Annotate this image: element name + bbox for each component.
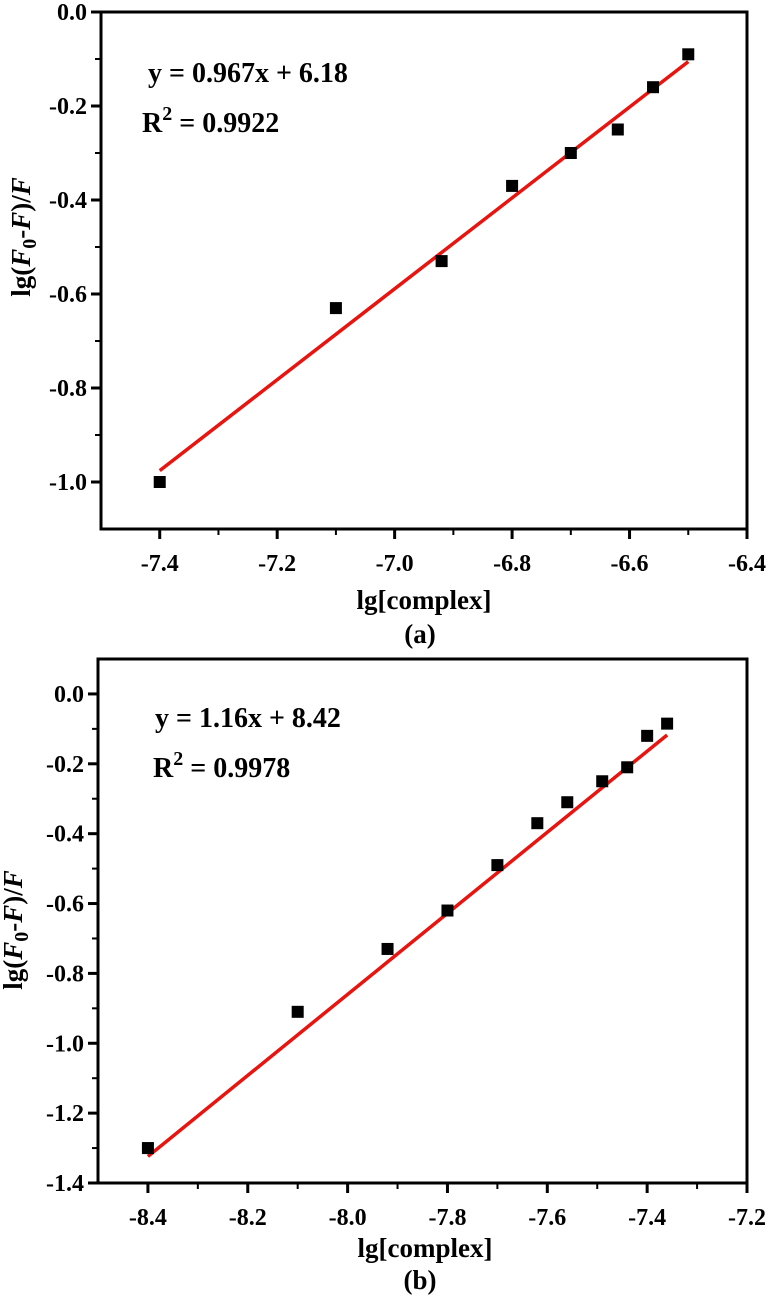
y-tick-label: -1.2 bbox=[46, 1101, 84, 1127]
data-point bbox=[682, 48, 695, 61]
data-point bbox=[381, 942, 394, 955]
x-tick-label: -7.0 bbox=[376, 551, 414, 577]
y-tick-label: -1.4 bbox=[46, 1171, 84, 1197]
fit-line-group bbox=[146, 733, 669, 1158]
fit-equation: y = 0.967x + 6.18 bbox=[148, 58, 348, 89]
data-point bbox=[435, 255, 448, 268]
fit-line-group bbox=[158, 60, 690, 473]
r-squared: R2 = 0.9978 bbox=[153, 748, 290, 784]
y-axis-title: lg(F0-F)/F bbox=[6, 177, 41, 297]
y-tick-label: -1.0 bbox=[49, 470, 87, 496]
y-tick-label: -0.6 bbox=[49, 282, 87, 308]
panel-label: (b) bbox=[404, 1265, 437, 1295]
data-point bbox=[561, 796, 574, 809]
panel-a: 0.0 -0.2 -0.4 -0.6 -0.8 -1.0 -7.4 -7.2 -7.0 -6.8… bbox=[6, 0, 766, 649]
data-point bbox=[611, 123, 624, 136]
y-tick-label: -0.4 bbox=[49, 188, 87, 214]
x-tick-label: -6.4 bbox=[728, 551, 766, 577]
y-tick-label: -0.4 bbox=[46, 822, 84, 848]
r2-base: R bbox=[142, 108, 163, 139]
x-axis-title: lg[complex] bbox=[357, 585, 492, 615]
y-axis-ticks: 0.0 -0.2 -0.4 -0.6 -0.8 -1.0 -1.2 -1.4 bbox=[46, 682, 98, 1197]
x-tick-label: -6.6 bbox=[611, 551, 649, 577]
x-axis-title: lg[complex] bbox=[358, 1233, 493, 1263]
r2-sup: 2 bbox=[162, 103, 172, 125]
x-tick-label: -8.2 bbox=[229, 1205, 267, 1231]
x-tick-label: -8.4 bbox=[129, 1205, 167, 1231]
data-point bbox=[531, 817, 544, 830]
data-point bbox=[491, 859, 504, 872]
y-axis-ticks: 0.0 -0.2 -0.4 -0.6 -0.8 -1.0 bbox=[49, 0, 101, 496]
data-point bbox=[596, 775, 609, 788]
data-point bbox=[506, 179, 519, 192]
fit-equation: y = 1.16x + 8.42 bbox=[155, 703, 341, 734]
r2-rest: = 0.9978 bbox=[183, 753, 290, 784]
fit-line bbox=[146, 733, 669, 1158]
data-point bbox=[641, 729, 654, 742]
x-tick-label: -7.2 bbox=[258, 551, 296, 577]
r-squared: R2 = 0.9922 bbox=[142, 103, 279, 139]
y-tick-label: -0.8 bbox=[49, 376, 87, 402]
y-tick-label: -0.8 bbox=[46, 961, 84, 987]
data-point bbox=[621, 761, 634, 774]
data-point bbox=[291, 1005, 304, 1018]
y-tick-label: -1.0 bbox=[46, 1031, 84, 1057]
y-tick-label: 0.0 bbox=[54, 682, 84, 708]
x-tick-label: -7.4 bbox=[141, 551, 179, 577]
x-tick-label: -7.6 bbox=[528, 1205, 566, 1231]
r2-rest: = 0.9922 bbox=[172, 108, 279, 139]
fit-line bbox=[158, 60, 690, 473]
data-point bbox=[661, 717, 674, 730]
plot-frame bbox=[96, 657, 749, 1185]
x-axis-ticks: -8.4 -8.2 -8.0 -7.8 -7.6 -7.4 -7.2 bbox=[129, 1183, 766, 1231]
data-points bbox=[153, 48, 695, 488]
x-tick-label: -7.2 bbox=[728, 1205, 766, 1231]
data-point bbox=[441, 904, 454, 917]
data-point bbox=[329, 302, 342, 315]
r2-base: R bbox=[153, 753, 174, 784]
y-axis-title: lg(F0-F)/F bbox=[0, 870, 33, 990]
data-point bbox=[141, 1142, 154, 1155]
panel-b: 0.0 -0.2 -0.4 -0.6 -0.8 -1.0 -1.2 -1.4 -8.4 -8.2… bbox=[0, 657, 766, 1295]
data-points bbox=[141, 717, 674, 1155]
x-tick-label: -8.0 bbox=[329, 1205, 367, 1231]
r2-sup: 2 bbox=[173, 748, 183, 770]
y-tick-label: -0.2 bbox=[49, 94, 87, 120]
x-tick-label: -6.8 bbox=[493, 551, 531, 577]
panel-label: (a) bbox=[404, 619, 435, 649]
y-tick-label: 0.0 bbox=[57, 0, 87, 26]
data-point bbox=[564, 147, 577, 159]
plot-frame bbox=[99, 10, 749, 531]
x-tick-label: -7.4 bbox=[628, 1205, 666, 1231]
x-tick-label: -7.8 bbox=[428, 1205, 466, 1231]
y-tick-label: -0.6 bbox=[46, 892, 84, 918]
data-point bbox=[647, 81, 660, 94]
x-axis-ticks: -7.4 -7.2 -7.0 -6.8 -6.6 -6.4 bbox=[141, 529, 766, 577]
data-point bbox=[153, 476, 166, 488]
y-tick-label: -0.2 bbox=[46, 752, 84, 778]
